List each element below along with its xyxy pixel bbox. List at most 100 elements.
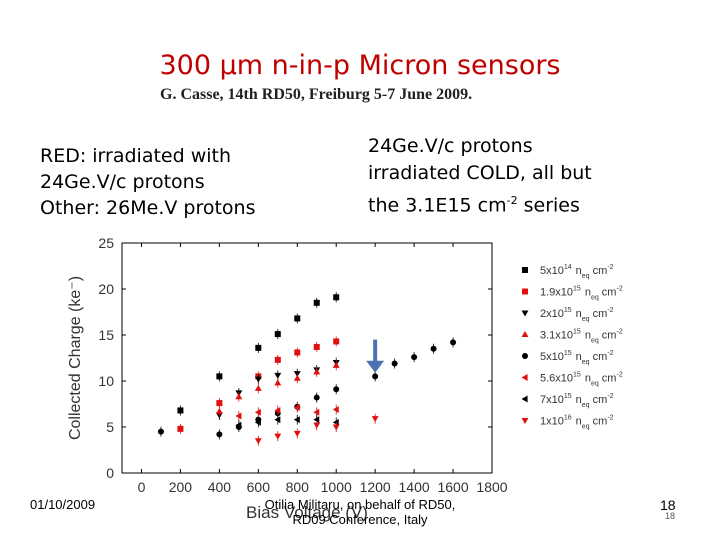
legend-entry: 5.6x1015 neq cm-2 <box>540 372 623 388</box>
data-point <box>313 408 320 416</box>
data-point <box>293 374 301 381</box>
footer-credit-line: Otilia Militaru, on behalf of RD50, <box>264 497 456 512</box>
data-point <box>333 294 340 301</box>
data-point <box>332 361 340 368</box>
y-axis-label: Collected Charge (ke⁻) <box>67 276 84 440</box>
x-tick-label: 600 <box>247 479 271 495</box>
y-tick-label: 0 <box>106 465 114 481</box>
y-tick-label: 25 <box>98 235 114 251</box>
data-point <box>274 416 281 424</box>
legend-entry: 2x1015 neq cm-2 <box>540 307 614 323</box>
data-point <box>333 338 340 345</box>
data-point <box>274 356 281 363</box>
x-tick-label: 1800 <box>476 479 507 495</box>
data-point <box>293 404 300 412</box>
data-point <box>293 416 300 424</box>
data-point <box>216 373 223 380</box>
left-note-line: RED: irradiated with <box>40 145 232 167</box>
right-note: 24Ge.V/c protons irradiated COLD, all bu… <box>368 133 592 219</box>
right-note-sup: -2 <box>506 194 518 207</box>
data-point <box>255 344 262 351</box>
data-point <box>254 408 261 416</box>
data-point <box>294 349 301 356</box>
legend-entry: 1.9x1015 neq cm-2 <box>540 286 623 302</box>
right-note-tail: series <box>517 194 580 217</box>
legend-marker <box>522 353 528 359</box>
data-point <box>313 394 320 401</box>
legend-entry: 5x1015 neq cm-2 <box>540 350 614 366</box>
left-note-line: 24Ge.V/c protons <box>40 171 205 193</box>
legend-marker <box>521 374 528 381</box>
data-points <box>157 292 457 446</box>
data-point <box>235 412 242 420</box>
data-point <box>313 416 320 424</box>
data-point <box>371 416 379 423</box>
y-tick-label: 15 <box>98 327 114 343</box>
data-point <box>254 438 262 445</box>
legend-marker <box>521 310 529 317</box>
data-point <box>332 418 339 426</box>
plot-frame <box>121 242 493 474</box>
legend-marker <box>521 331 529 338</box>
annotation-arrow <box>366 339 385 373</box>
slide-subtitle: G. Casse, 14th RD50, Freiburg 5-7 June 2… <box>160 86 473 103</box>
y-tick-label: 20 <box>98 281 114 297</box>
data-point <box>411 354 418 361</box>
x-tick-label: 1400 <box>399 479 430 495</box>
right-note-text: the 3.1E15 cm <box>368 194 507 217</box>
x-tick-label: 400 <box>208 479 232 495</box>
data-point <box>274 433 282 440</box>
data-point <box>254 376 262 383</box>
legend-entry: 7x1015 neq cm-2 <box>540 393 614 409</box>
right-note-line: the 3.1E15 cm-2 series <box>368 187 592 219</box>
legend-marker <box>521 395 528 403</box>
data-point <box>274 406 281 414</box>
legend-marker <box>521 417 529 424</box>
data-point <box>216 400 223 407</box>
data-point <box>235 393 243 400</box>
slide-title: 300 µm n-in-p Micron sensors <box>159 50 561 81</box>
x-tick-label: 0 <box>138 479 146 495</box>
data-point <box>372 373 379 380</box>
legend-marker <box>522 267 528 273</box>
data-point <box>313 422 321 429</box>
footer-credit-line: RD09 Conference, Italy <box>292 512 428 527</box>
data-point <box>274 372 282 379</box>
x-tick-label: 1200 <box>360 479 391 495</box>
left-note: RED: irradiated with 24Ge.V/c protons Ot… <box>40 143 256 221</box>
x-tick-label: 800 <box>286 479 310 495</box>
legend: 5x1014 neq cm-2 1.9x1015 neq cm-2 2x1015 neq … <box>521 264 623 431</box>
y-tick-label: 10 <box>98 373 114 389</box>
x-tick-label: 1000 <box>321 479 352 495</box>
data-point <box>333 386 340 393</box>
data-point <box>391 360 398 367</box>
data-point <box>216 431 223 438</box>
data-point <box>313 299 320 306</box>
data-point <box>254 418 261 426</box>
data-point <box>274 331 281 338</box>
data-point <box>430 345 437 352</box>
legend-entry: 5x1014 neq cm-2 <box>540 264 614 280</box>
data-point <box>293 430 301 437</box>
page-number: 18 <box>660 497 676 513</box>
data-point <box>177 425 184 432</box>
x-tick-label: 200 <box>169 479 193 495</box>
data-point <box>332 406 339 413</box>
data-point <box>235 421 242 429</box>
data-point <box>332 424 340 431</box>
data-point <box>313 343 320 350</box>
footer-credit: Otilia Militaru, on behalf of RD50, RD09… <box>250 497 470 527</box>
data-point <box>274 379 282 386</box>
footer-date: 01/10/2009 <box>30 497 96 512</box>
arrow-head <box>366 360 385 373</box>
data-point <box>215 407 223 414</box>
data-point <box>157 428 164 435</box>
axis-ticks: 0 200 400 600 800 1000 1200 1400 1600 1800 0 5 10 15 2… <box>98 235 507 495</box>
legend-entry: 1x1016 neq cm-2 <box>540 415 614 431</box>
right-note-line: 24Ge.V/c protons <box>368 135 533 157</box>
data-point <box>313 368 321 375</box>
x-axis-label: Bias Voltage (V) <box>246 503 368 522</box>
legend-entry: 3.1x1015 neq cm-2 <box>540 329 623 345</box>
data-point <box>254 384 262 391</box>
